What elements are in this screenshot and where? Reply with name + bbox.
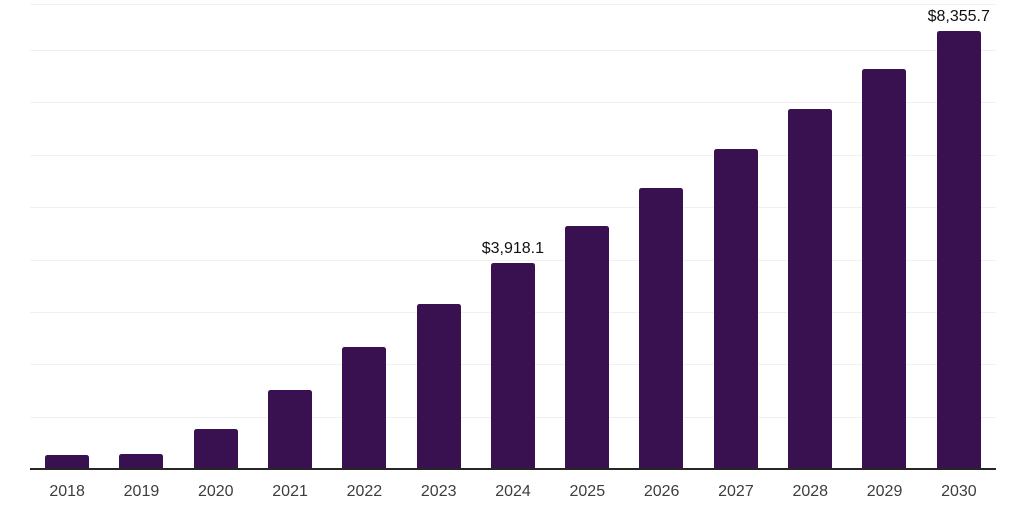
x-axis-label-2027: 2027 [718, 483, 754, 500]
x-axis-label-2025: 2025 [569, 483, 606, 500]
x-axis-label-2029: 2029 [866, 483, 903, 500]
bar-2018[interactable] [45, 455, 89, 468]
bar-2022[interactable] [342, 346, 387, 468]
x-axis-label-2024: 2024 [495, 483, 531, 500]
bar-value-label-2030: $8,355.7 [927, 7, 990, 25]
bar-value-label-2024: $3,918.1 [481, 239, 544, 257]
bar-2028[interactable] [788, 108, 833, 468]
gridline-5000 [30, 207, 996, 209]
bar-2025[interactable] [565, 225, 610, 468]
bar-2020[interactable] [193, 428, 238, 468]
gridline-8000 [30, 50, 996, 52]
plot-top-border [30, 4, 996, 5]
gridline-6000 [30, 154, 996, 156]
x-axis-label-2028: 2028 [792, 483, 829, 500]
x-axis-line [30, 468, 996, 470]
gridline-4000 [30, 259, 996, 261]
bar-2027[interactable] [713, 148, 758, 468]
x-axis-label-2018: 2018 [49, 483, 85, 500]
x-axis-label-2019: 2019 [123, 483, 160, 500]
plot-area: $3,918.1 $8,355.7 [30, 4, 996, 470]
bar-2023[interactable] [416, 303, 461, 468]
x-axis-label-2026: 2026 [643, 483, 680, 500]
bar-2021[interactable] [267, 389, 312, 468]
x-axis-label-2023: 2023 [420, 483, 457, 500]
x-axis-label-2030: 2030 [941, 483, 977, 500]
bar-2026[interactable] [639, 187, 684, 468]
x-axis-label-2021: 2021 [272, 483, 308, 500]
x-axis-label-2022: 2022 [346, 483, 383, 500]
gridline-7000 [30, 102, 996, 104]
bar-2019[interactable] [119, 453, 164, 468]
bar-2030[interactable] [936, 30, 981, 468]
bar-2024[interactable] [490, 262, 535, 468]
x-axis-label-2020: 2020 [197, 483, 234, 500]
bar-2029[interactable] [862, 69, 907, 468]
